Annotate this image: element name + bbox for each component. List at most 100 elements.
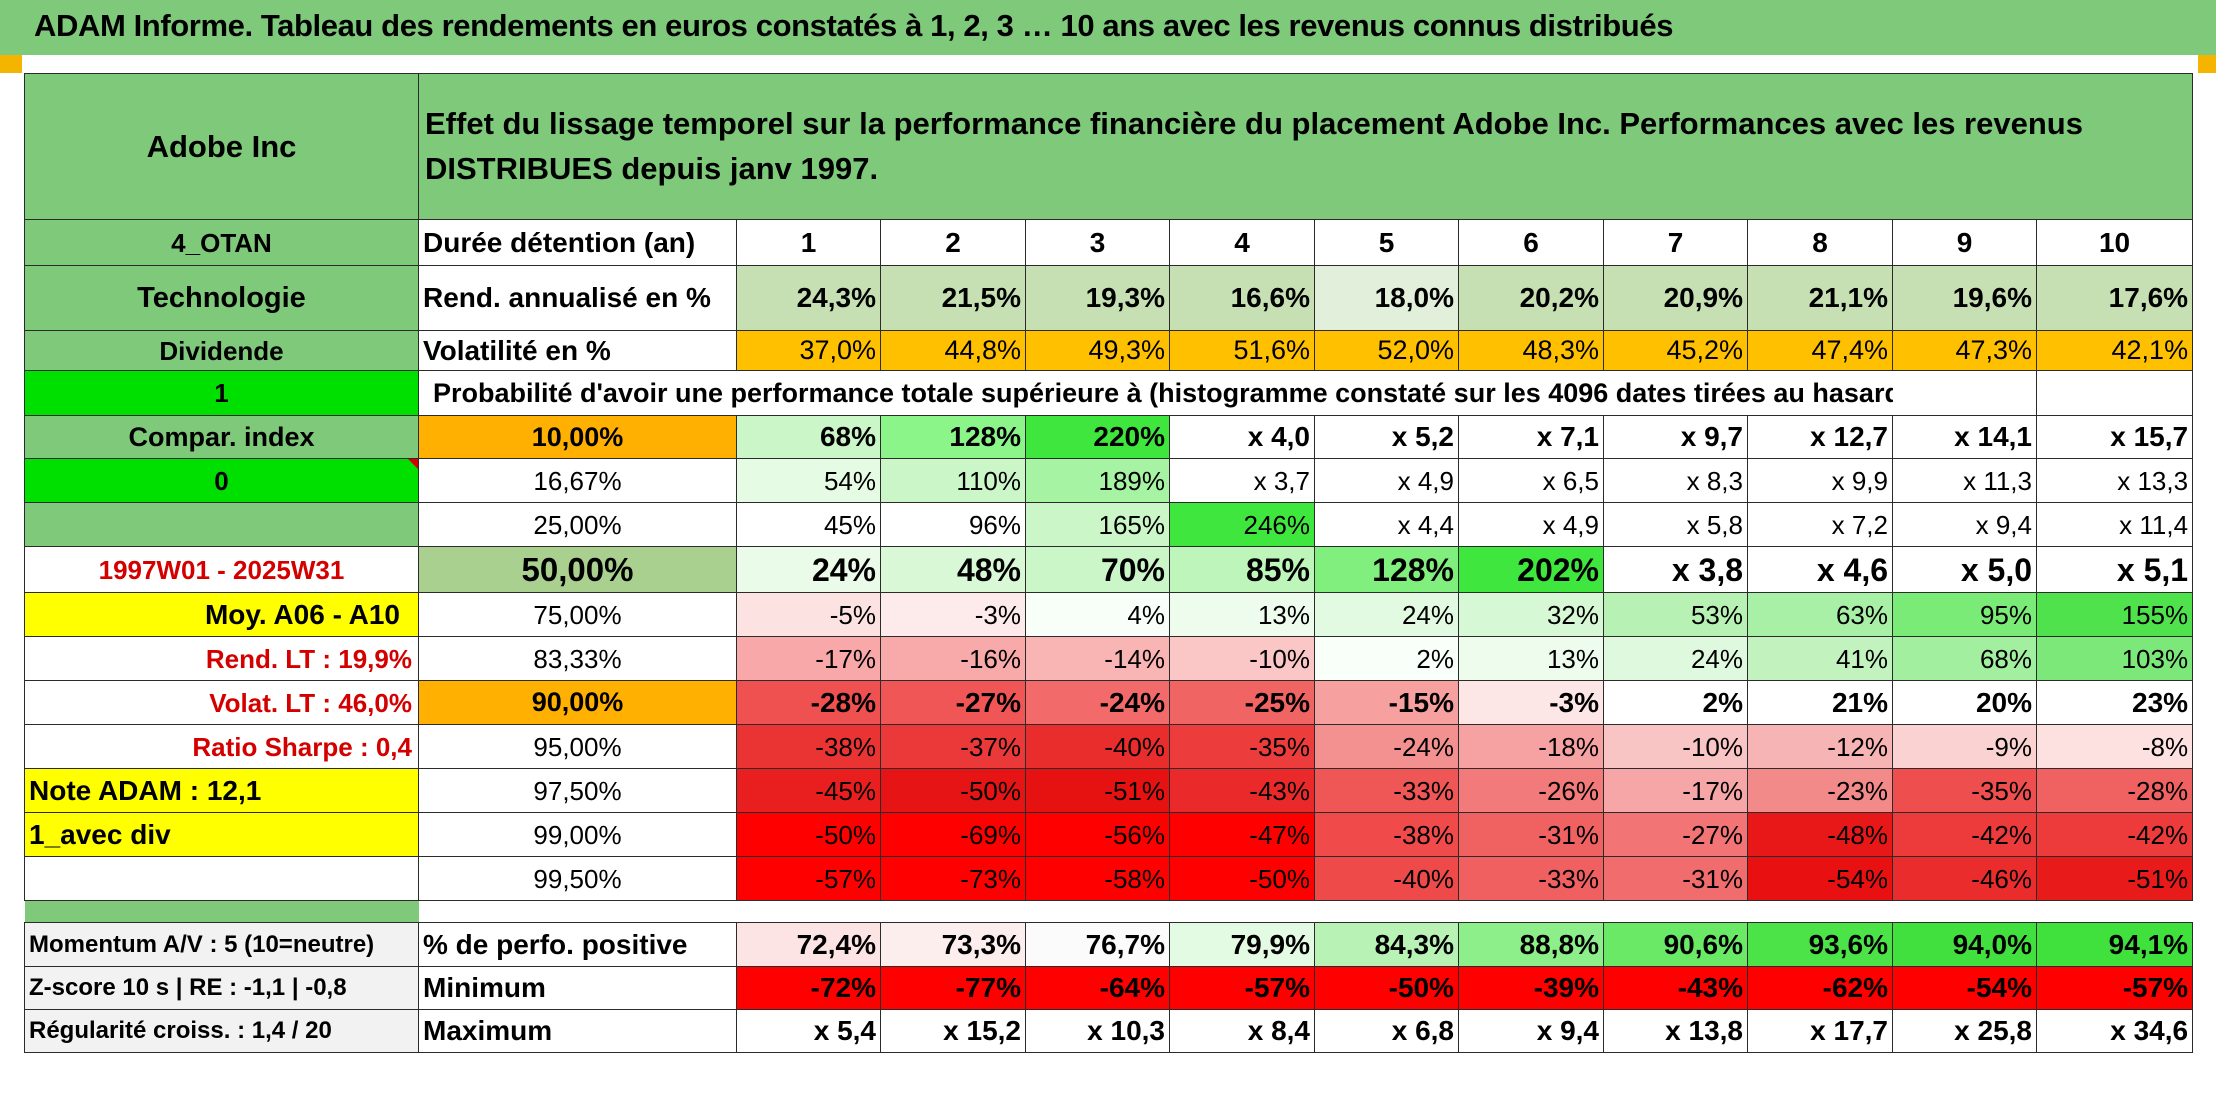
quantile-value: 63%	[1747, 592, 1893, 637]
quantile-value: -57%	[736, 856, 881, 901]
min-value: -39%	[1458, 966, 1604, 1010]
quantile-value: x 3,7	[1169, 458, 1315, 503]
max-value: x 34,6	[2035, 1009, 2194, 1053]
quantile-value: x 8,3	[1603, 458, 1748, 503]
quantile-value: -48%	[1747, 812, 1893, 857]
volatility: 45,2%	[1603, 330, 1748, 371]
rend-lt-cell-value: 19,9%	[338, 643, 412, 674]
title-bar: ADAM Informe. Tableau des rendements en …	[0, 0, 2216, 55]
sector-cell: Technologie	[24, 265, 419, 331]
volatility: 51,6%	[1169, 330, 1315, 371]
quantile-value: -31%	[1603, 856, 1748, 901]
value-one-cell: 1	[24, 370, 419, 416]
quantile-value: -23%	[1747, 768, 1893, 813]
pos-value: 84,3%	[1314, 922, 1459, 967]
quantile-value: -50%	[880, 768, 1026, 813]
quantile-value: x 5,1	[2035, 546, 2194, 593]
quantile-level: 99,50%	[418, 856, 737, 901]
annual-return: 20,9%	[1603, 265, 1748, 331]
quantile-value: 128%	[1314, 546, 1459, 593]
volat-lt-cell-value: 46,0%	[338, 687, 412, 718]
min-value: -43%	[1603, 966, 1748, 1010]
quantile-value: 24%	[1314, 592, 1459, 637]
volatility: 47,4%	[1747, 330, 1893, 371]
min-value: -57%	[1169, 966, 1315, 1010]
volatility: 48,3%	[1458, 330, 1604, 371]
quantile-value: -40%	[1025, 724, 1170, 769]
volatility: 49,3%	[1025, 330, 1170, 371]
quantile-value: x 5,2	[1314, 415, 1459, 459]
year-header: 1	[736, 219, 881, 266]
quantile-value: 189%	[1025, 458, 1170, 503]
quantile-value: -25%	[1169, 680, 1315, 725]
quantile-level: 83,33%	[418, 636, 737, 681]
quantile-value: x 5,8	[1603, 502, 1748, 547]
returns-table: Adobe Inc Effet du lissage temporel sur …	[24, 73, 2194, 1053]
quantile-value: -46%	[1892, 856, 2037, 901]
quantile-value: -31%	[1458, 812, 1604, 857]
quantile-value: 70%	[1025, 546, 1170, 593]
quantile-value: x 6,5	[1458, 458, 1604, 503]
duree-label: Durée détention (an)	[418, 219, 737, 266]
quantile-value: -27%	[880, 680, 1026, 725]
quantile-value: 23%	[2035, 680, 2194, 725]
quantile-value: 165%	[1025, 502, 1170, 547]
avec-div-cell: 1_avec div	[24, 812, 419, 857]
min-value: -72%	[736, 966, 881, 1010]
quantile-value: -3%	[880, 592, 1026, 637]
annual-return: 19,3%	[1025, 265, 1170, 331]
quantile-level: 97,50%	[418, 768, 737, 813]
zscore-cell: Z-score 10 s | RE : -1,1 | -0,8	[24, 966, 419, 1010]
volatility: 42,1%	[2035, 330, 2194, 371]
volat-lt-cell: Volat. LT : 46,0%	[24, 680, 419, 725]
quantile-value: x 7,2	[1747, 502, 1893, 547]
quantile-value: -28%	[2035, 768, 2194, 813]
year-header: 5	[1314, 219, 1459, 266]
quantile-value: 24%	[736, 546, 881, 593]
spacer-green	[24, 900, 419, 923]
quantile-value: -51%	[2035, 856, 2194, 901]
quantile-value: -33%	[1458, 856, 1604, 901]
orange-marker-right	[2198, 55, 2216, 73]
quantile-value: -24%	[1025, 680, 1170, 725]
quantile-value: -69%	[880, 812, 1026, 857]
rend-label: Rend. annualisé en %	[418, 265, 737, 331]
max-value: x 15,2	[880, 1009, 1026, 1053]
quantile-value: x 4,9	[1314, 458, 1459, 503]
quantile-value: -28%	[736, 680, 881, 725]
quantile-value: -17%	[736, 636, 881, 681]
quantile-value: -47%	[1169, 812, 1315, 857]
quantile-value: 220%	[1025, 415, 1170, 459]
quantile-value: -50%	[736, 812, 881, 857]
volat-lt-cell-label: Volat. LT :	[209, 687, 332, 718]
quantile-value: x 4,4	[1314, 502, 1459, 547]
quantile-value: -38%	[736, 724, 881, 769]
min-value: -54%	[1892, 966, 2037, 1010]
page-title: ADAM Informe. Tableau des rendements en …	[34, 8, 1674, 43]
quantile-value: -27%	[1603, 812, 1748, 857]
quantile-value: -10%	[1603, 724, 1748, 769]
volatility: 47,3%	[1892, 330, 2037, 371]
quantile-level: 75,00%	[418, 592, 737, 637]
quantile-value: -43%	[1169, 768, 1315, 813]
min-value: -50%	[1314, 966, 1459, 1010]
quantile-value: x 11,4	[2035, 502, 2194, 547]
quantile-value: -35%	[1169, 724, 1315, 769]
quantile-value: 68%	[736, 415, 881, 459]
min-value: -57%	[2035, 966, 2194, 1010]
quantile-value: 21%	[1747, 680, 1893, 725]
year-header: 7	[1603, 219, 1748, 266]
year-header: 6	[1458, 219, 1604, 266]
quantile-value: -9%	[1892, 724, 2037, 769]
quantile-value: -45%	[736, 768, 881, 813]
quantile-value: -42%	[2035, 812, 2194, 857]
quantile-value: x 9,4	[1892, 502, 2037, 547]
moy-cell: Moy. A06 - A10	[24, 592, 419, 637]
sharpe-cell: Ratio Sharpe : 0,4	[24, 724, 419, 769]
quantile-value: -24%	[1314, 724, 1459, 769]
max-value: x 5,4	[736, 1009, 881, 1053]
quantile-value: -38%	[1314, 812, 1459, 857]
quantile-value: x 9,7	[1603, 415, 1748, 459]
quantile-value: -50%	[1169, 856, 1315, 901]
max-value: x 10,3	[1025, 1009, 1170, 1053]
